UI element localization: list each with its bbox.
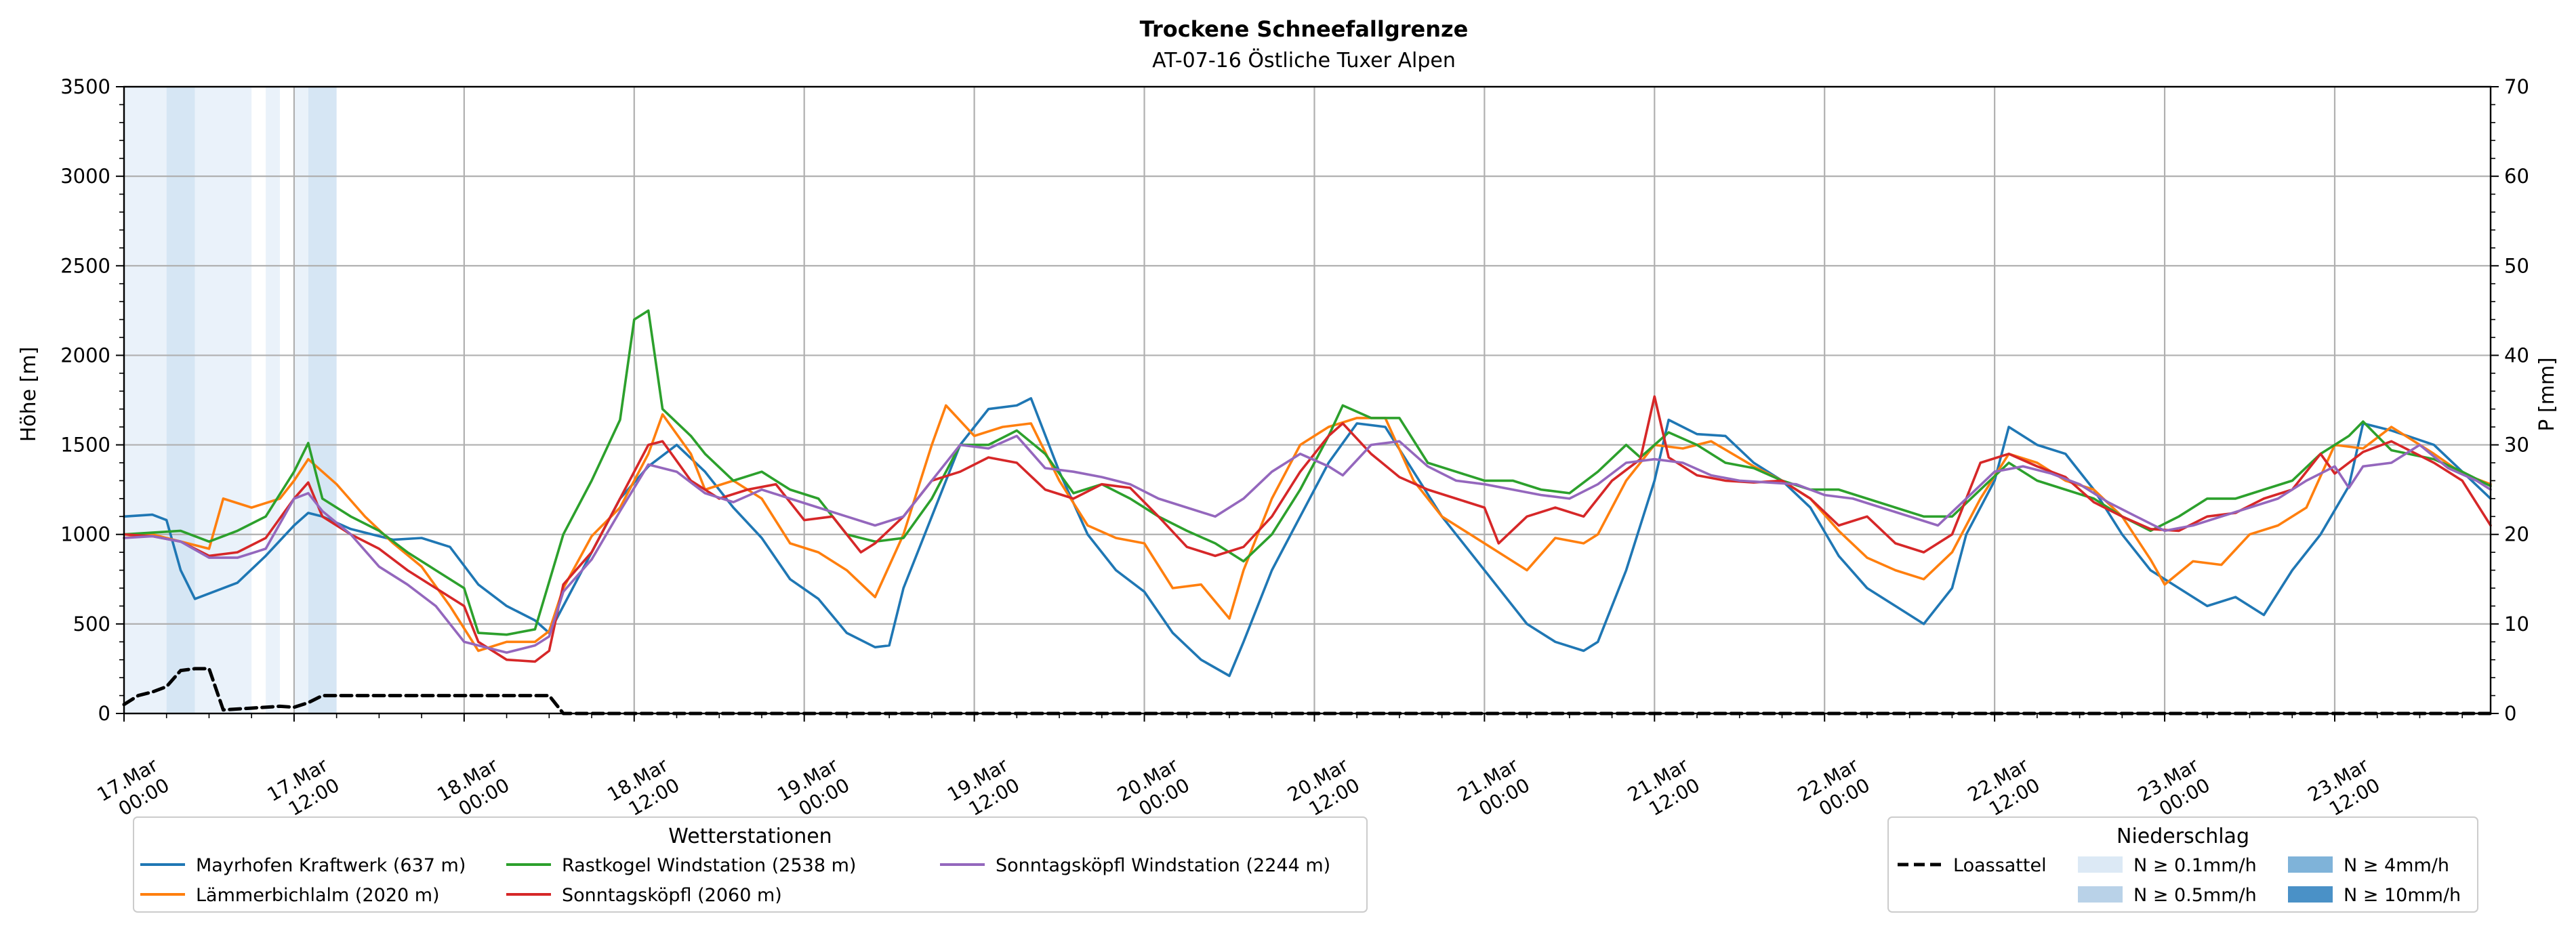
precip-band-2 <box>195 87 252 713</box>
legend-precip-swatch-3 <box>2288 886 2333 903</box>
legend-station-label-3: Sonntagsköpfl (2060 m) <box>562 885 782 906</box>
y-tick-label-1: 500 <box>73 613 110 636</box>
precip-band-0 <box>124 87 167 713</box>
y2-axis-label: P [mm] <box>2535 357 2559 431</box>
y-tick-label-3: 1500 <box>60 434 110 457</box>
legend-precip-label-3: N ≥ 10mm/h <box>2344 885 2461 906</box>
chart-subtitle: AT-07-16 Östliche Tuxer Alpen <box>1152 48 1456 72</box>
y2-tick-label-5: 50 <box>2504 254 2529 277</box>
precip-band-3 <box>266 87 281 713</box>
precip-band-5 <box>308 87 337 713</box>
legend-station-label-4: Sonntagsköpfl Windstation (2244 m) <box>996 855 1330 876</box>
legend-precip-swatch-1 <box>2078 886 2123 903</box>
precip-band-1 <box>166 87 195 713</box>
plot-frame <box>123 85 2492 715</box>
legend-precipitation-title: Niederschlag <box>2117 825 2249 848</box>
legend-station-label-0: Mayrhofen Kraftwerk (637 m) <box>196 855 466 876</box>
y-tick-label-4: 2000 <box>60 344 110 367</box>
legend-precip-label-1: N ≥ 0.5mm/h <box>2133 885 2257 906</box>
legend-loassattel-label: Loassattel <box>1953 855 2047 876</box>
y2-tick-label-7: 70 <box>2504 75 2529 98</box>
legend-precip-swatch-0 <box>2078 856 2123 873</box>
y2-tick-label-2: 20 <box>2504 523 2529 546</box>
series-line-4 <box>123 434 2492 654</box>
y-tick-label-5: 2500 <box>60 254 110 277</box>
series-line-2 <box>123 309 2492 636</box>
series-lines <box>122 309 2493 716</box>
legend-precipitation: Niederschlag Loassattel N ≥ 0.1mm/h N ≥ 0… <box>1887 816 2478 913</box>
y-axis-label: Höhe [m] <box>17 347 41 442</box>
legend-precip-label-2: N ≥ 4mm/h <box>2344 855 2449 876</box>
legend-station-label-1: Lämmerbichlalm (2020 m) <box>196 885 440 906</box>
legend-stations: Wetterstationen Mayrhofen Kraftwerk (637… <box>133 816 1368 913</box>
chart-title: Trockene Schneefallgrenze <box>1140 16 1469 42</box>
legend-precip-label-0: N ≥ 0.1mm/h <box>2133 855 2257 876</box>
series-line-5 <box>122 667 2493 716</box>
legend-stations-title: Wetterstationen <box>668 825 832 848</box>
precip-band-4 <box>293 87 308 713</box>
y2-tick-label-0: 0 <box>2504 702 2516 725</box>
legend-station-label-2: Rastkogel Windstation (2538 m) <box>562 855 856 876</box>
y2-tick-label-1: 10 <box>2504 613 2529 636</box>
series-line-0 <box>123 397 2492 678</box>
y-tick-label-2: 1000 <box>60 523 110 546</box>
y-tick-label-0: 0 <box>98 702 110 725</box>
y2-tick-label-4: 40 <box>2504 344 2529 367</box>
precipitation-bands <box>124 87 337 713</box>
y2-tick-label-6: 60 <box>2504 165 2529 188</box>
y-tick-label-6: 3000 <box>60 165 110 188</box>
legend-precip-swatch-2 <box>2288 856 2333 873</box>
y-tick-label-7: 3500 <box>60 75 110 98</box>
y2-tick-label-3: 30 <box>2504 434 2529 457</box>
